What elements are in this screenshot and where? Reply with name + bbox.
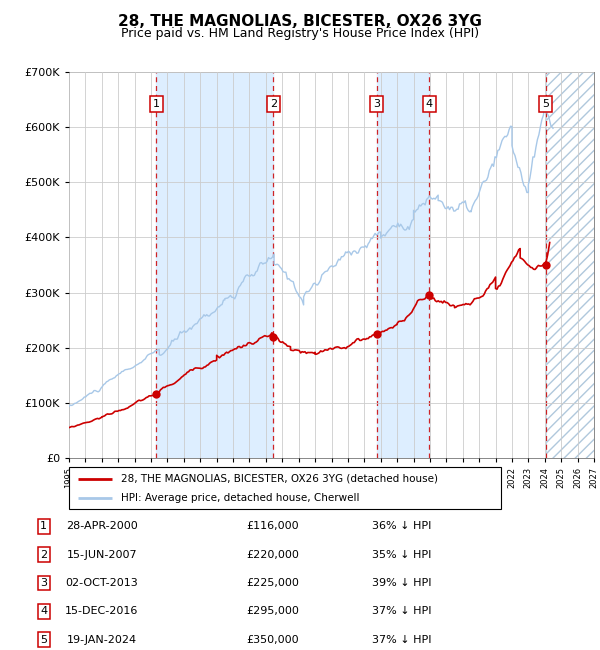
- Text: £350,000: £350,000: [247, 635, 299, 645]
- Bar: [545, 72, 594, 458]
- Text: 28-APR-2000: 28-APR-2000: [66, 521, 137, 531]
- Text: 39% ↓ HPI: 39% ↓ HPI: [372, 578, 432, 588]
- Text: 5: 5: [542, 99, 549, 109]
- Text: 4: 4: [40, 606, 47, 616]
- Text: 3: 3: [373, 99, 380, 109]
- Text: 28, THE MAGNOLIAS, BICESTER, OX26 3YG: 28, THE MAGNOLIAS, BICESTER, OX26 3YG: [118, 14, 482, 29]
- Text: 3: 3: [40, 578, 47, 588]
- Text: 35% ↓ HPI: 35% ↓ HPI: [372, 550, 431, 560]
- Text: £220,000: £220,000: [247, 550, 299, 560]
- Text: 36% ↓ HPI: 36% ↓ HPI: [372, 521, 431, 531]
- Text: 28, THE MAGNOLIAS, BICESTER, OX26 3YG (detached house): 28, THE MAGNOLIAS, BICESTER, OX26 3YG (d…: [121, 474, 438, 484]
- Text: £225,000: £225,000: [247, 578, 299, 588]
- Text: £116,000: £116,000: [247, 521, 299, 531]
- Text: 1: 1: [153, 99, 160, 109]
- Text: 2: 2: [269, 99, 277, 109]
- Text: 1: 1: [40, 521, 47, 531]
- FancyBboxPatch shape: [69, 467, 501, 509]
- Bar: [545, 72, 594, 458]
- Text: Price paid vs. HM Land Registry's House Price Index (HPI): Price paid vs. HM Land Registry's House …: [121, 27, 479, 40]
- Text: HPI: Average price, detached house, Cherwell: HPI: Average price, detached house, Cher…: [121, 493, 359, 503]
- Bar: [377, 72, 429, 458]
- Text: 37% ↓ HPI: 37% ↓ HPI: [372, 606, 432, 616]
- Text: £295,000: £295,000: [247, 606, 299, 616]
- Text: 2: 2: [40, 550, 47, 560]
- Text: 19-JAN-2024: 19-JAN-2024: [67, 635, 137, 645]
- Text: 02-OCT-2013: 02-OCT-2013: [65, 578, 138, 588]
- Text: 5: 5: [40, 635, 47, 645]
- Text: 37% ↓ HPI: 37% ↓ HPI: [372, 635, 432, 645]
- Text: 4: 4: [426, 99, 433, 109]
- Text: 15-DEC-2016: 15-DEC-2016: [65, 606, 139, 616]
- Bar: [156, 72, 273, 458]
- Text: 15-JUN-2007: 15-JUN-2007: [67, 550, 137, 560]
